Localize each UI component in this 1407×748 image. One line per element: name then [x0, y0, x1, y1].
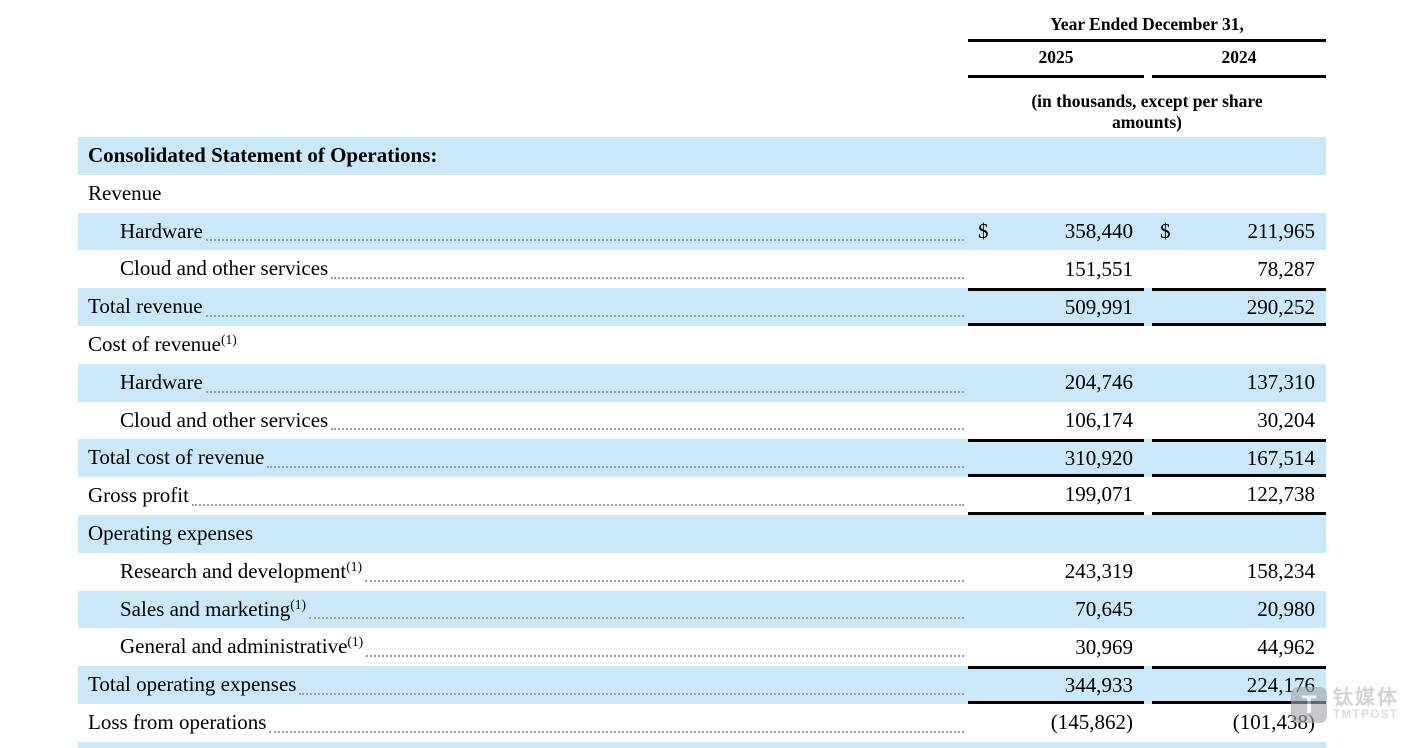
- value-2025: 151,551: [1064, 256, 1133, 281]
- value-2025: 30,969: [1075, 634, 1133, 659]
- value-2025: 243,319: [1064, 559, 1133, 584]
- year-columns: 2025 2024: [968, 42, 1326, 78]
- row-label: Loss from operations: [88, 709, 267, 734]
- row-label: Gross profit: [88, 483, 189, 508]
- table-row-total-revenue: Total revenue 509,991 290,252: [78, 288, 1326, 326]
- value-2024: 30,204: [1257, 407, 1315, 432]
- value-2024: 44,962: [1257, 634, 1315, 659]
- value-2025: 344,933: [1064, 672, 1133, 697]
- year-column-2025: 2025: [968, 42, 1144, 78]
- units-note: (in thousands, except per share amounts): [1031, 91, 1263, 132]
- dot-leader: [440, 137, 964, 166]
- table-row-research-development: Research and development (1) 243,319 158,…: [78, 553, 1326, 591]
- table-row-cost-of-revenue-header: Cost of revenue (1): [78, 326, 1326, 364]
- row-label: Revenue: [88, 180, 162, 205]
- value-2024: 290,252: [1246, 294, 1315, 319]
- value-2024: 78,287: [1257, 256, 1315, 281]
- value-2025: 310,920: [1064, 445, 1133, 470]
- dot-leader: [299, 666, 964, 695]
- tmtpost-logo-icon: T: [1291, 687, 1327, 723]
- row-label: Cost of revenue: [88, 331, 221, 356]
- column-header-area: Year Ended December 31, 2025 2024 (in th…: [968, 0, 1326, 133]
- dot-leader: [366, 628, 964, 658]
- year-column-2024: 2024: [1152, 42, 1326, 78]
- tmtpost-watermark: T 钛媒体 TMTPOST: [1291, 687, 1399, 723]
- table-row-gross-profit: Gross profit 199,071 122,738: [78, 477, 1326, 515]
- dollar-sign: $: [978, 218, 989, 243]
- value-2024: 20,980: [1257, 596, 1315, 621]
- table-row-revenue-header: Revenue: [78, 175, 1326, 213]
- dot-leader: [191, 477, 964, 506]
- row-label: Hardware: [120, 369, 203, 394]
- table-row-section-title: Consolidated Statement of Operations:: [78, 137, 1326, 175]
- row-label: Research and development: [120, 558, 347, 583]
- dot-leader: [269, 704, 964, 733]
- row-label: Consolidated Statement of Operations:: [88, 143, 438, 167]
- value-2024: 137,310: [1246, 370, 1315, 395]
- row-label: General and administrative: [120, 634, 348, 659]
- footnote-marker: (1): [290, 596, 307, 612]
- table-row-hardware-cost: Hardware 204,746 137,310: [78, 363, 1326, 402]
- dot-leader: [309, 591, 964, 620]
- row-label: Cloud and other services: [120, 256, 329, 281]
- value-2025: 106,174: [1064, 407, 1133, 432]
- row-label: Total operating expenses: [88, 672, 297, 697]
- table-row-cloud-cost: Cloud and other services 106,174 30,204: [78, 402, 1326, 440]
- row-label: Hardware: [120, 218, 203, 243]
- dot-leader: [164, 175, 964, 204]
- value-2025: (145,862): [1050, 710, 1133, 735]
- footnote-marker: (1): [220, 331, 237, 347]
- table-row-loss-from-operations: Loss from operations (145,862) (101,438): [78, 704, 1326, 742]
- row-label: Sales and marketing: [120, 596, 291, 621]
- value-2025: 509,991: [1064, 294, 1133, 319]
- watermark-chinese-text: 钛媒体: [1333, 687, 1399, 709]
- dot-leader: [205, 213, 964, 242]
- row-label: Total cost of revenue: [88, 445, 265, 470]
- table-row-sales-marketing: Sales and marketing (1) 70,645 20,980: [78, 590, 1326, 629]
- dollar-sign: $: [1160, 218, 1171, 243]
- period-header: Year Ended December 31,: [968, 0, 1326, 42]
- value-2024: 167,514: [1246, 445, 1315, 470]
- value-2024: 122,738: [1246, 482, 1315, 507]
- dot-leader: [331, 402, 964, 431]
- dot-leader: [267, 439, 964, 469]
- value-2025: 70,645: [1075, 596, 1133, 621]
- dot-leader: [331, 250, 964, 280]
- table-row-operating-expenses-header: Operating expenses: [78, 514, 1326, 553]
- footnote-marker: (1): [346, 558, 362, 574]
- table-row-clipped: [78, 741, 1326, 748]
- dot-leader: [205, 364, 964, 393]
- watermark-english-text: TMTPOST: [1333, 709, 1399, 721]
- value-2025: 199,071: [1064, 482, 1133, 507]
- dot-leader: [365, 553, 964, 582]
- value-2025: 204,746: [1064, 370, 1133, 395]
- dot-leader: [256, 515, 964, 544]
- table-row-total-operating-expenses: Total operating expenses 344,933 224,176: [78, 666, 1326, 704]
- table-row-hardware-revenue: Hardware $358,440 $211,965: [78, 212, 1326, 251]
- row-label: Operating expenses: [88, 520, 254, 545]
- dot-leader: [205, 288, 964, 317]
- row-label: Total revenue: [88, 294, 203, 319]
- table-row-general-administrative: General and administrative (1) 30,969 44,…: [78, 628, 1326, 666]
- column-gap: [1144, 42, 1152, 78]
- statement-table: Consolidated Statement of Operations: Re…: [78, 137, 1326, 748]
- value-2024: 158,234: [1246, 559, 1315, 584]
- table-row-cloud-revenue: Cloud and other services 151,551 78,287: [78, 250, 1326, 288]
- value-2025: 358,440: [1064, 218, 1133, 243]
- footnote-marker: (1): [347, 634, 364, 650]
- row-label: Cloud and other services: [120, 407, 329, 432]
- table-row-total-cost-of-revenue: Total cost of revenue 310,920 167,514: [78, 439, 1326, 478]
- dot-leader: [240, 326, 964, 355]
- value-2024: 211,965: [1247, 218, 1315, 243]
